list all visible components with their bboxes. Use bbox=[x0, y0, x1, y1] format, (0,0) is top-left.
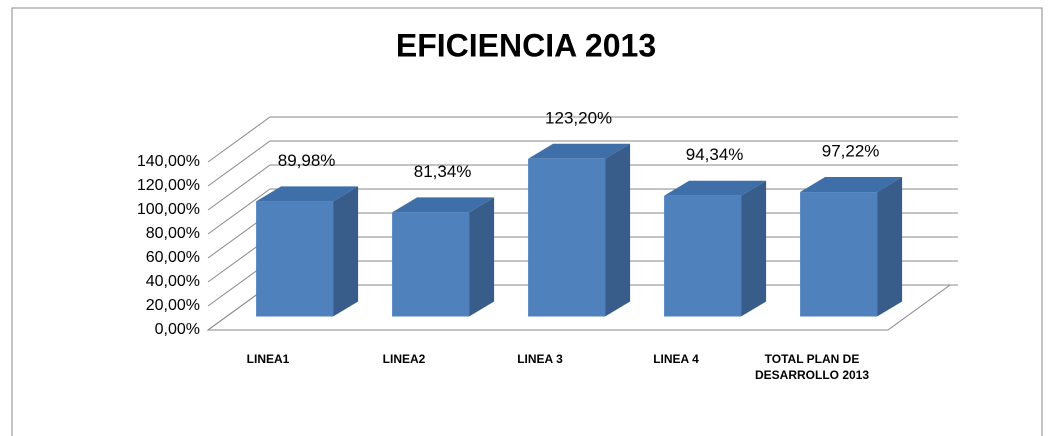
x-tick-label: LINEA2 bbox=[383, 352, 426, 366]
x-tick-label-line: TOTAL PLAN DE bbox=[765, 352, 860, 366]
value-label: 97,22% bbox=[822, 142, 880, 161]
y-tick-label: 120,00% bbox=[137, 177, 200, 194]
grid-line bbox=[207, 164, 958, 211]
bar bbox=[392, 197, 495, 317]
x-tick-label: TOTAL PLAN DE DESARROLLO 2013 bbox=[755, 352, 869, 382]
grid-line bbox=[207, 116, 958, 163]
bar-side bbox=[333, 186, 359, 317]
y-tick-label: 20,00% bbox=[146, 297, 200, 314]
bar-top bbox=[664, 180, 767, 196]
bar-top bbox=[392, 197, 495, 213]
bar bbox=[800, 177, 903, 317]
bar-front bbox=[664, 195, 742, 317]
x-tick-label: LINEA1 bbox=[247, 352, 290, 366]
value-label: 89,98% bbox=[278, 151, 336, 170]
x-tick-label: LINEA 3 bbox=[517, 352, 563, 366]
bar-side bbox=[605, 143, 631, 317]
y-tick-label: 60,00% bbox=[146, 249, 200, 266]
bar-front bbox=[528, 158, 606, 317]
x-tick-label-line: DESARROLLO 2013 bbox=[755, 368, 869, 382]
y-tick-label: 140,00% bbox=[137, 153, 200, 170]
bar-front bbox=[392, 212, 470, 317]
bar-side bbox=[469, 197, 495, 317]
bar-top bbox=[528, 143, 631, 159]
y-tick-label: 40,00% bbox=[146, 273, 200, 290]
y-tick-label: 80,00% bbox=[146, 225, 200, 242]
bar bbox=[528, 143, 631, 317]
value-label: 94,34% bbox=[686, 145, 744, 164]
bar-side bbox=[877, 177, 903, 317]
bar bbox=[664, 180, 767, 317]
bar-top bbox=[800, 177, 903, 193]
bar-front bbox=[256, 201, 334, 317]
value-label: 123,20% bbox=[545, 108, 612, 127]
y-tick-label: 0,00% bbox=[155, 321, 200, 338]
x-tick-label: LINEA 4 bbox=[653, 352, 699, 366]
grid-line bbox=[207, 140, 958, 187]
value-label: 81,34% bbox=[414, 162, 472, 181]
bar-side bbox=[741, 180, 767, 317]
y-tick-label: 100,00% bbox=[137, 201, 200, 218]
bar bbox=[256, 186, 359, 317]
bar-top bbox=[256, 186, 359, 202]
chart-title: EFICIENCIA 2013 bbox=[396, 27, 656, 63]
bar-front bbox=[800, 192, 878, 317]
